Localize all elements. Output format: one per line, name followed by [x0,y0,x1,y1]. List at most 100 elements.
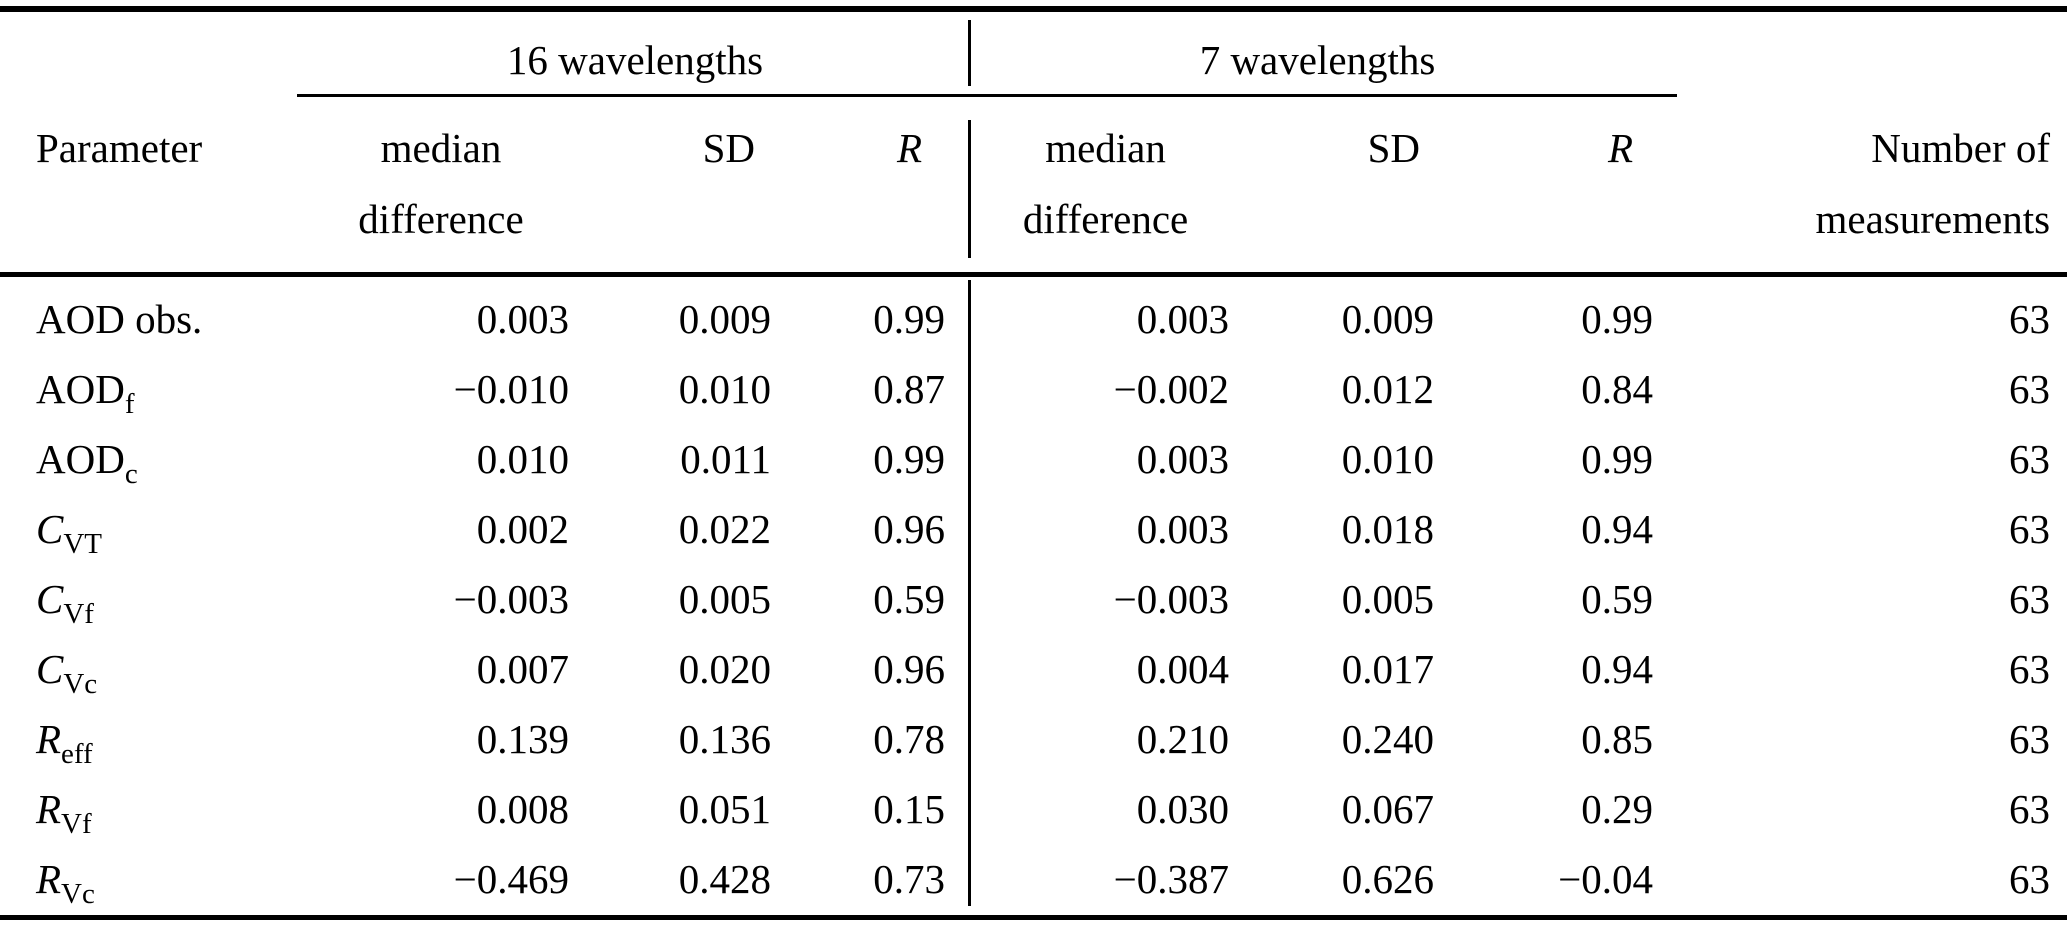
cell-n-measurements: 63 [2009,296,2051,343]
parameter-cell: RVc [0,845,300,915]
parameter-label: R [36,856,62,903]
header-r-16wl: R [896,124,923,171]
header-sd-7wl: SD [1367,124,1421,171]
parameter-label: AOD [36,436,125,483]
parameter-subscript: Vf [61,808,92,841]
cell-sd-16wl: 0.022 [678,506,771,553]
cell-n-measurements: 63 [2009,506,2051,553]
blank-cell [0,0,300,97]
table-row-reff: Reff 0.139 0.136 0.78 0.210 0.240 0.85 6… [0,705,2067,775]
cell-sd-16wl: 0.011 [680,436,771,483]
table-row-aod-c: AODc 0.010 0.011 0.99 0.003 0.010 0.99 6… [0,425,2067,495]
cell-r-7wl: 0.99 [1581,296,1654,343]
cell-median-7wl: 0.003 [1136,506,1230,553]
header-median-16wl: median [380,124,502,171]
table-row-rvf: RVf 0.008 0.051 0.15 0.030 0.067 0.29 63 [0,775,2067,845]
parameter-subscript: eff [61,738,93,771]
cell-r-7wl: 0.94 [1581,506,1654,553]
cell-median-16wl: 0.003 [476,296,569,343]
header-parameter: Parameter [36,124,203,171]
header-sd-16wl: SD [702,124,755,171]
parameter-cell: AOD obs. [0,285,300,355]
column-header-row-2: difference difference measurements [0,175,2067,273]
cell-sd-7wl: 0.005 [1341,576,1435,623]
cell-sd-7wl: 0.009 [1341,296,1435,343]
blank-cell [1665,0,2067,97]
cell-r-16wl: 0.78 [873,716,946,763]
table-row-rvc: RVc −0.469 0.428 0.73 −0.387 0.626 −0.04… [0,845,2067,915]
top-rule [0,6,2067,12]
cell-sd-16wl: 0.136 [678,716,771,763]
blank-cell [0,175,300,273]
header-median-7wl: median [1045,124,1166,171]
cell-r-7wl: 0.99 [1581,436,1654,483]
blank-cell [782,175,970,273]
cell-sd-16wl: 0.020 [678,646,771,693]
blank-cell [1446,175,1665,273]
cell-r-7wl: −0.04 [1558,856,1654,903]
cell-median-16wl: 0.139 [476,716,569,763]
cell-median-7wl: −0.387 [1113,856,1230,903]
cell-r-7wl: 0.84 [1581,366,1654,413]
cell-r-16wl: 0.99 [873,296,946,343]
column-header-row-1: Parameter median SD R median SD R Number… [0,97,2067,175]
cell-sd-7wl: 0.067 [1341,786,1435,833]
table-row-aod-f: AODf −0.010 0.010 0.87 −0.002 0.012 0.84… [0,355,2067,425]
cell-sd-16wl: 0.005 [678,576,771,623]
header-difference-16wl: difference [358,196,524,242]
cell-median-16wl: 0.002 [476,506,569,553]
cell-r-16wl: 0.96 [873,646,946,693]
parameter-label: C [36,506,64,553]
cell-n-measurements: 63 [2009,576,2051,623]
cell-r-16wl: 0.99 [873,436,946,483]
cell-sd-16wl: 0.051 [678,786,771,833]
cell-r-16wl: 0.87 [873,366,946,413]
cell-r-16wl: 0.15 [873,786,946,833]
cell-n-measurements: 63 [2009,646,2051,693]
parameter-subscript: c [124,458,138,491]
header-bottom-rule [0,272,2067,277]
header-measurements: measurements [1815,196,2051,242]
header-r-7wl: R [1608,124,1634,171]
cell-sd-16wl: 0.010 [678,366,771,413]
cell-n-measurements: 63 [2009,716,2051,763]
bottom-rule [0,915,2067,920]
parameter-cell: AODf [0,355,300,425]
blank-cell [582,175,782,273]
cell-sd-7wl: 0.012 [1341,366,1435,413]
cell-median-7wl: 0.003 [1136,436,1230,483]
cell-r-7wl: 0.85 [1581,716,1654,763]
cell-r-16wl: 0.73 [873,856,946,903]
cell-median-16wl: 0.007 [476,646,569,693]
cell-sd-7wl: 0.018 [1341,506,1435,553]
parameter-cell: CVf [0,565,300,635]
cell-median-16wl: 0.008 [476,786,569,833]
cell-median-16wl: −0.010 [453,366,569,413]
parameter-label: C [36,646,64,693]
parameter-cell: Reff [0,705,300,775]
parameter-subscript: f [124,388,135,421]
cell-median-7wl: 0.004 [1136,646,1230,693]
parameter-cell: CVc [0,635,300,705]
cell-n-measurements: 63 [2009,856,2051,903]
cell-r-7wl: 0.59 [1581,576,1654,623]
vertical-divider-body [968,280,971,906]
cell-n-measurements: 63 [2009,366,2051,413]
header-number-of: Number of [1871,124,2051,171]
parameter-cell: CVT [0,495,300,565]
header-difference-7wl: difference [1022,196,1189,242]
cell-median-7wl: −0.002 [1113,366,1230,413]
cell-sd-7wl: 0.017 [1341,646,1435,693]
cell-median-16wl: −0.469 [453,856,569,903]
parameter-cell: RVf [0,775,300,845]
parameter-label: AOD [36,366,125,413]
group-header-rule [297,94,1677,97]
cell-sd-7wl: 0.626 [1341,856,1435,903]
cell-r-16wl: 0.96 [873,506,946,553]
table-row-cvt: CVT 0.002 0.022 0.96 0.003 0.018 0.94 63 [0,495,2067,565]
cell-sd-16wl: 0.428 [678,856,771,903]
cell-median-16wl: 0.010 [476,436,569,483]
vertical-divider-header [968,120,971,258]
